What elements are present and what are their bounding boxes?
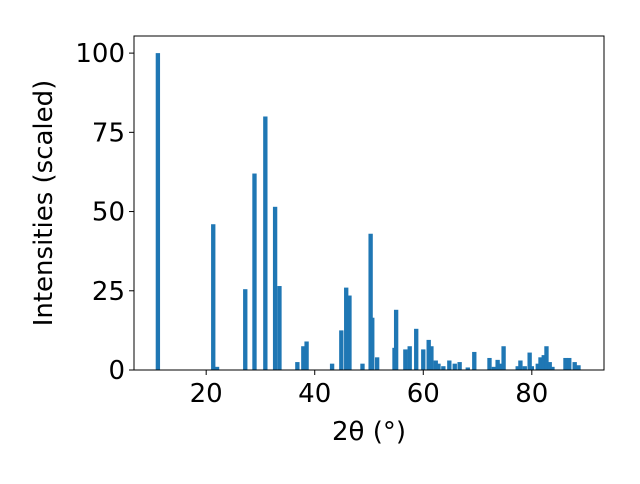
bar <box>407 346 412 370</box>
bar <box>429 346 434 370</box>
bar <box>491 366 496 370</box>
bar <box>277 286 282 370</box>
x-tick-label: 80 <box>515 379 548 409</box>
bar <box>426 339 431 370</box>
bar <box>567 357 572 370</box>
bar <box>301 346 306 370</box>
bar <box>518 360 523 370</box>
y-tick-label: 75 <box>92 118 125 148</box>
bar <box>414 328 419 370</box>
x-axis-label: 2θ (°) <box>332 417 406 447</box>
bar <box>403 349 408 370</box>
bar <box>465 367 470 370</box>
y-tick-label: 0 <box>108 356 125 386</box>
bar <box>252 173 257 370</box>
bar <box>374 357 380 370</box>
bar <box>344 287 349 370</box>
bar <box>572 362 577 370</box>
bar <box>339 330 344 370</box>
bar <box>472 351 477 370</box>
bar <box>547 362 552 370</box>
y-tick-label: 50 <box>92 198 125 228</box>
bar <box>347 295 352 370</box>
bar <box>501 346 506 370</box>
plot-frame <box>133 35 605 371</box>
bar <box>441 366 446 370</box>
bar <box>544 346 549 370</box>
bar <box>243 289 248 370</box>
x-tick-label: 20 <box>190 379 223 409</box>
bar <box>360 363 365 370</box>
bar <box>452 363 457 370</box>
y-tick-label: 100 <box>75 39 125 69</box>
bar <box>211 224 216 370</box>
bar <box>563 357 568 370</box>
bar <box>529 366 534 370</box>
bar <box>421 349 426 370</box>
bar <box>535 363 540 370</box>
bar <box>329 363 335 370</box>
bar <box>393 309 399 370</box>
bar <box>214 366 220 370</box>
bar <box>370 317 375 370</box>
bar <box>497 363 502 370</box>
bar <box>527 352 532 370</box>
bar <box>538 357 543 370</box>
bar <box>576 365 581 370</box>
x-tick-label: 60 <box>407 379 440 409</box>
bar <box>295 362 300 370</box>
bar <box>522 366 527 370</box>
bar <box>436 363 441 370</box>
bar <box>272 206 278 370</box>
bar <box>368 233 373 370</box>
y-tick-label: 25 <box>92 277 125 307</box>
y-axis-label: Intensities (scaled) <box>29 80 59 327</box>
bar <box>447 360 452 370</box>
bar <box>550 366 555 370</box>
bar <box>515 366 520 370</box>
x-tick-label: 40 <box>298 379 331 409</box>
bar <box>155 53 161 371</box>
bar <box>304 341 309 370</box>
bar <box>263 116 268 370</box>
bar <box>457 362 462 370</box>
bar <box>433 360 438 370</box>
bar <box>487 357 492 370</box>
bar <box>541 355 546 370</box>
